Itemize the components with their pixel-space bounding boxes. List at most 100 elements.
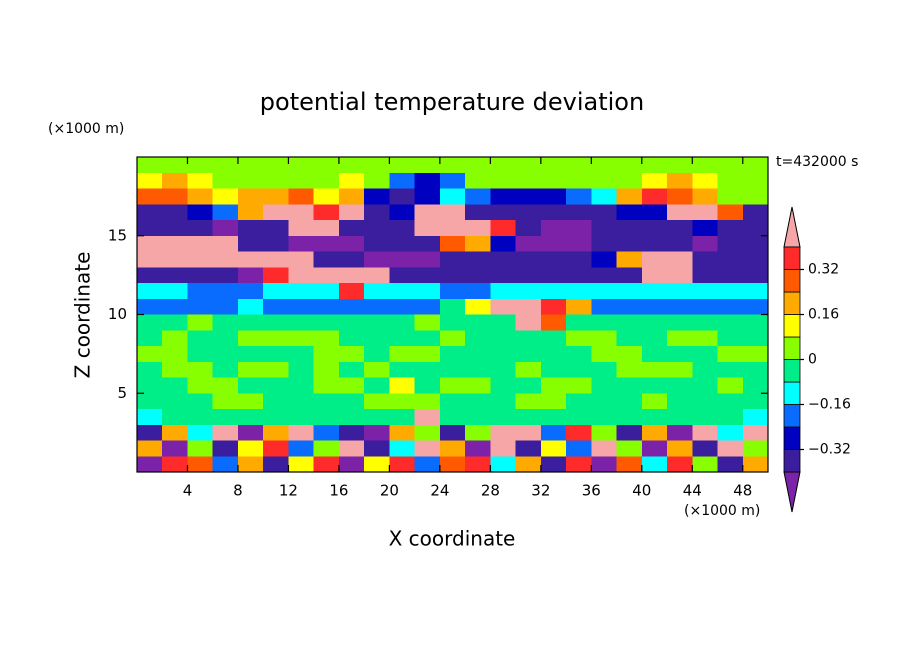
field-cell xyxy=(439,157,466,174)
field-cell xyxy=(591,251,618,268)
field-cell xyxy=(540,361,567,378)
field-cell xyxy=(439,298,466,315)
field-cell xyxy=(263,361,289,378)
field-cell xyxy=(566,361,592,378)
field-cell xyxy=(515,267,542,284)
field-cell xyxy=(667,298,693,315)
field-cell xyxy=(288,251,315,268)
field-cell xyxy=(515,440,542,457)
field-cell xyxy=(566,409,592,426)
field-cell xyxy=(263,330,289,347)
field-cell xyxy=(465,267,491,284)
field-cell xyxy=(692,456,719,473)
field-cell xyxy=(667,393,693,410)
field-cell xyxy=(263,440,289,457)
field-cell xyxy=(566,440,592,457)
colorbar-under xyxy=(783,471,801,513)
field-cell xyxy=(414,393,441,410)
x-tick-label: 44 xyxy=(683,482,702,500)
field-cell xyxy=(591,157,618,174)
field-cell xyxy=(162,361,188,378)
field-cell xyxy=(263,283,289,300)
field-cell xyxy=(237,346,264,363)
field-cell xyxy=(338,361,365,378)
field-cell xyxy=(717,330,744,347)
field-cell xyxy=(414,157,441,174)
field-cell xyxy=(641,330,668,347)
field-cell xyxy=(137,377,163,394)
field-cell xyxy=(465,377,491,394)
field-cell xyxy=(137,172,163,189)
field-cell xyxy=(566,267,592,284)
field-cell xyxy=(414,346,441,363)
field-cell xyxy=(212,220,239,237)
field-cell xyxy=(414,456,441,473)
field-cell xyxy=(465,440,491,457)
field-cell xyxy=(162,409,188,426)
field-cell xyxy=(187,251,214,268)
field-cell xyxy=(616,456,643,473)
time-annotation: t=432000 s xyxy=(776,154,858,170)
field-cell xyxy=(692,377,719,394)
field-cell xyxy=(515,424,542,441)
field-cell xyxy=(237,204,264,221)
field-cell xyxy=(641,283,668,300)
field-cell xyxy=(641,267,668,284)
field-cell xyxy=(237,409,264,426)
field-cell xyxy=(667,409,693,426)
field-cell xyxy=(490,172,517,189)
field-cell xyxy=(187,314,214,331)
chart-title: potential temperature deviation xyxy=(260,88,644,116)
field-cell xyxy=(490,424,517,441)
field-cell xyxy=(263,377,289,394)
field-cell xyxy=(313,267,340,284)
field-cell xyxy=(465,283,491,300)
field-cell xyxy=(338,330,365,347)
field-cell xyxy=(591,361,618,378)
field-cell xyxy=(187,440,214,457)
field-cell xyxy=(212,361,239,378)
field-cell xyxy=(137,220,163,237)
field-cell xyxy=(465,157,491,174)
field-cell xyxy=(591,314,618,331)
field-cell xyxy=(212,409,239,426)
field-cell xyxy=(566,188,592,205)
field-cell xyxy=(288,157,315,174)
field-cell xyxy=(742,283,769,300)
field-cell xyxy=(263,456,289,473)
field-cell xyxy=(313,220,340,237)
field-cell xyxy=(692,409,719,426)
field-cell xyxy=(338,424,365,441)
x-tick-label: 36 xyxy=(582,482,601,500)
field-cell xyxy=(288,409,315,426)
field-cell xyxy=(616,220,643,237)
field-cell xyxy=(237,314,264,331)
field-cell xyxy=(237,298,264,315)
field-cell xyxy=(566,157,592,174)
field-cell xyxy=(364,251,390,268)
field-cell xyxy=(490,298,517,315)
field-cell xyxy=(364,157,390,174)
field-cell xyxy=(263,172,289,189)
field-cell xyxy=(591,456,618,473)
field-cell xyxy=(288,235,315,252)
field-cell xyxy=(465,220,491,237)
field-cell xyxy=(566,314,592,331)
field-cell xyxy=(641,204,668,221)
field-cell xyxy=(515,235,542,252)
field-cell xyxy=(364,298,390,315)
field-cell xyxy=(591,330,618,347)
field-cell xyxy=(465,346,491,363)
x-tick-label: 16 xyxy=(329,482,348,500)
colorbar-band xyxy=(783,291,801,315)
field-cell xyxy=(187,346,214,363)
field-cell xyxy=(717,157,744,174)
field-cell xyxy=(641,393,668,410)
field-cell xyxy=(313,393,340,410)
field-cell xyxy=(212,267,239,284)
field-cell xyxy=(616,283,643,300)
field-cell xyxy=(465,235,491,252)
field-cell xyxy=(288,172,315,189)
